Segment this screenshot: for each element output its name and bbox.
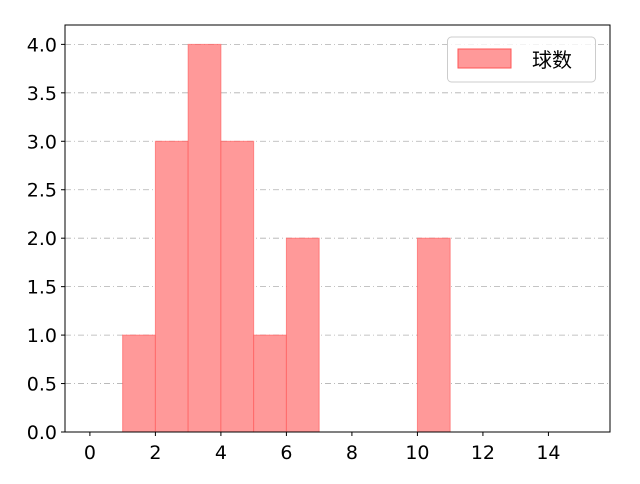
- x-tick-label: 2: [149, 442, 161, 464]
- y-tick-label: 2.0: [27, 228, 57, 250]
- histogram-bar: [122, 334, 156, 433]
- y-tick-label: 0.0: [27, 422, 57, 444]
- y-tick-label: 1.5: [27, 277, 57, 299]
- y-tick-label: 3.0: [27, 131, 57, 153]
- y-axis-ticks: 0.0 0.5 1.0 1.5 2.0 2.5 3.0 3.5 4.0: [27, 34, 65, 444]
- histogram-bar: [220, 140, 255, 433]
- x-axis-ticks: 0 2 4 6 8 10 12 14: [84, 432, 561, 464]
- legend-label: 球数: [532, 48, 572, 72]
- x-tick-label: 6: [280, 442, 292, 464]
- legend-swatch: [457, 48, 512, 69]
- x-tick-label: 0: [84, 442, 96, 464]
- x-tick-label: 12: [471, 442, 495, 464]
- histogram-bar: [285, 237, 320, 433]
- y-tick-label: 1.0: [27, 325, 57, 347]
- y-tick-label: 2.5: [27, 180, 57, 202]
- y-tick-label: 0.5: [27, 374, 57, 396]
- histogram-bar: [187, 43, 222, 433]
- y-tick-label: 3.5: [27, 83, 57, 105]
- y-tick-label: 4.0: [27, 34, 57, 56]
- bars: [122, 43, 451, 433]
- histogram-bar: [416, 237, 451, 433]
- legend-box: [447, 36, 596, 83]
- x-tick-label: 14: [536, 442, 560, 464]
- x-tick-label: 8: [346, 442, 358, 464]
- histogram-bar: [154, 140, 189, 433]
- plot-frame: [64, 24, 611, 433]
- x-tick-label: 4: [215, 442, 227, 464]
- x-tick-label: 10: [405, 442, 429, 464]
- legend: 球数: [447, 36, 596, 83]
- histogram-bar: [253, 334, 287, 433]
